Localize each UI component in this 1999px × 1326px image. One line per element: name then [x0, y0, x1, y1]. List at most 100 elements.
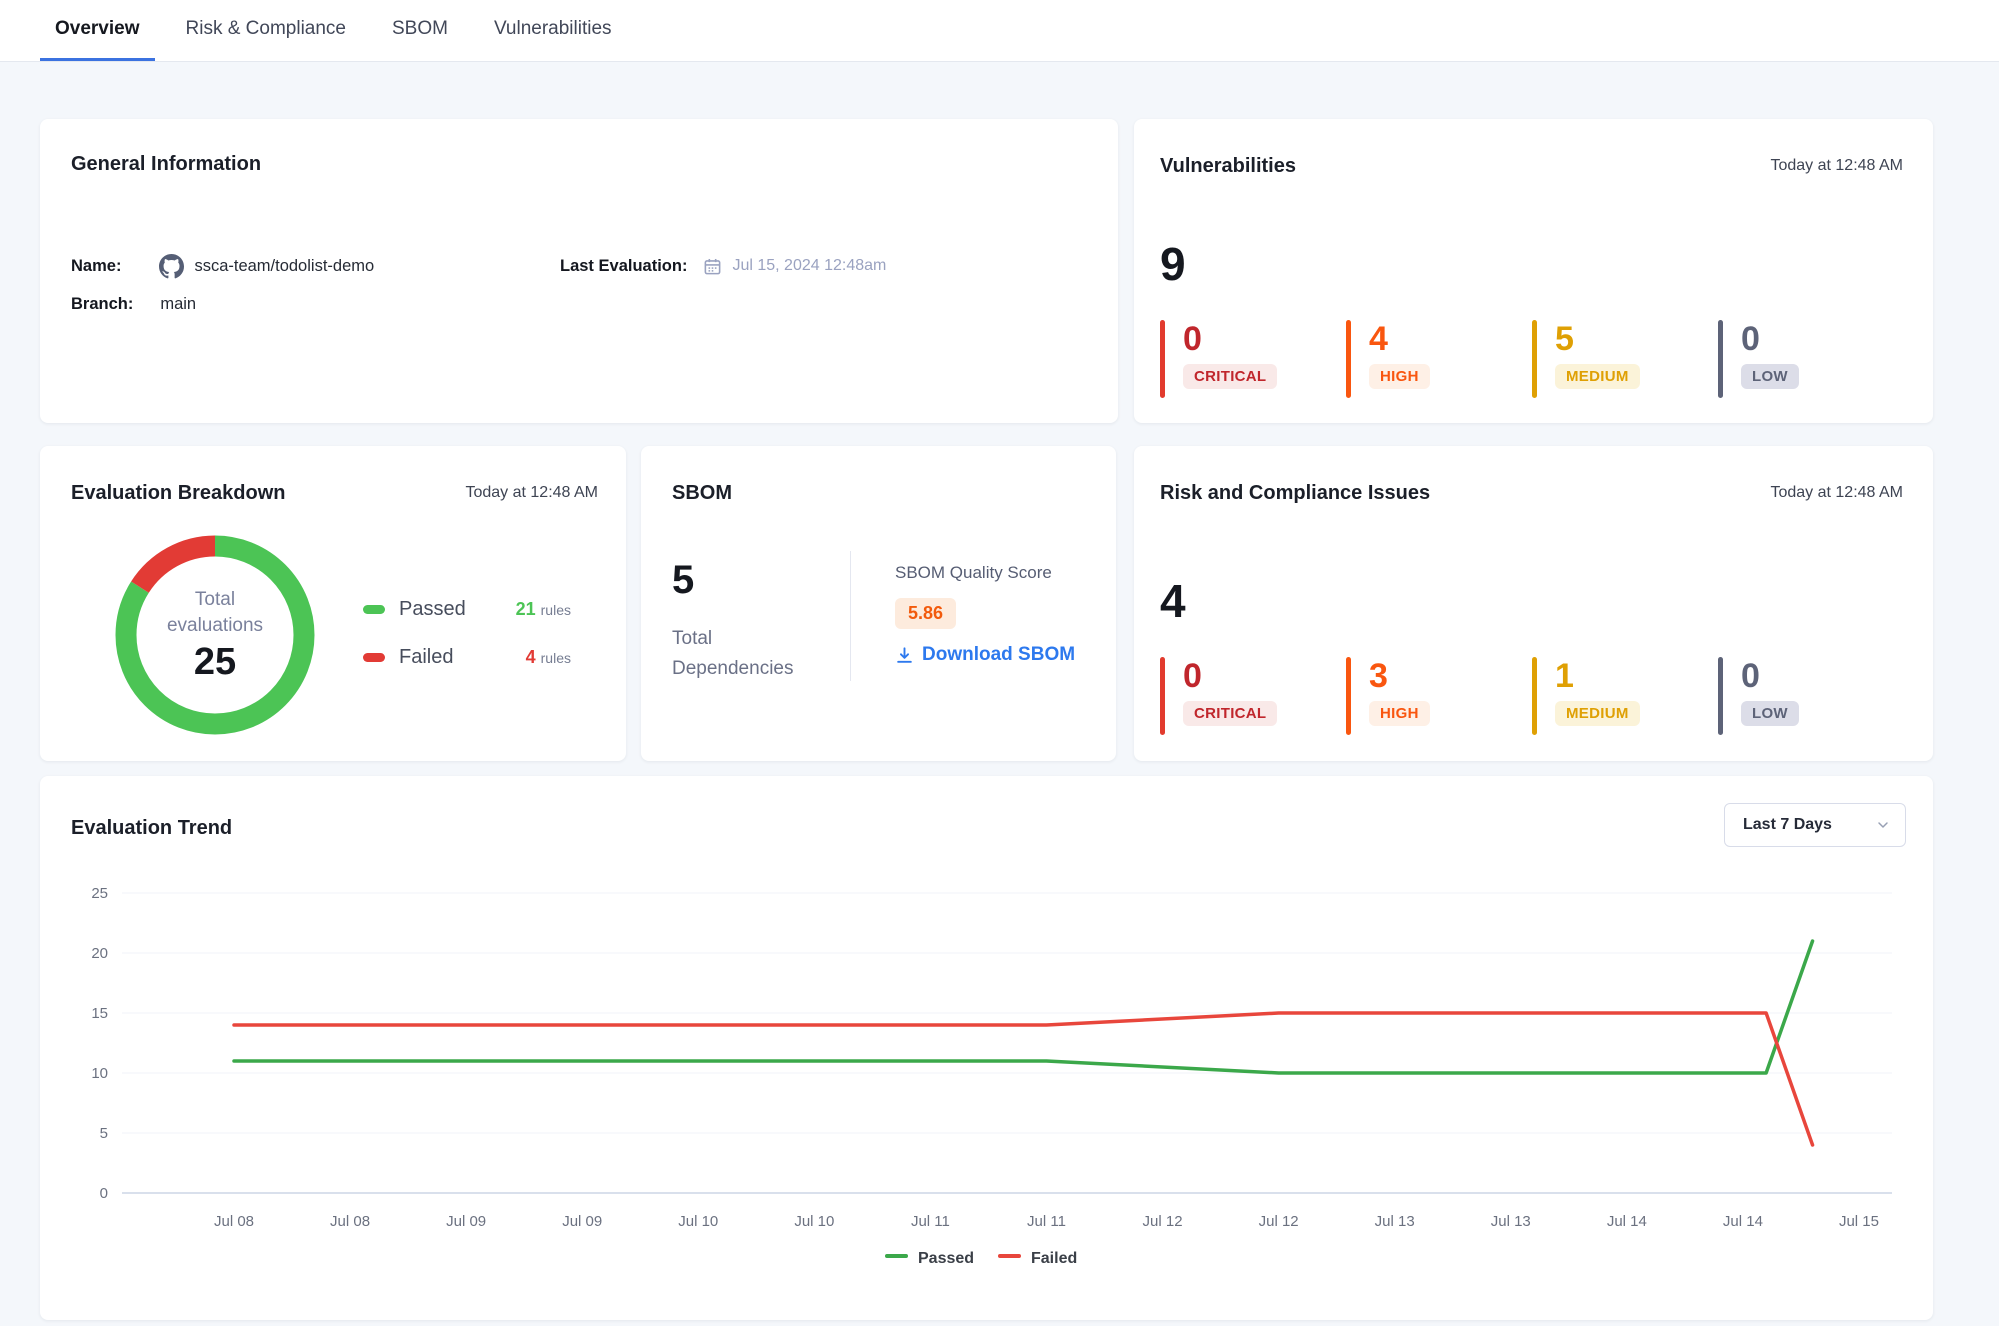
- severity-bar: [1718, 320, 1723, 398]
- severity-count: 0: [1183, 320, 1202, 358]
- sbom-quality-score-label: SBOM Quality Score: [895, 563, 1052, 583]
- severity-low: 0 LOW: [1718, 320, 1904, 398]
- branch-label: Branch:: [71, 295, 133, 314]
- donut-center-label: Total: [195, 587, 235, 613]
- severity-count: 4: [1369, 320, 1388, 358]
- failed-swatch: [363, 653, 385, 662]
- legend-item-failed: Failed 4 rules: [363, 646, 571, 669]
- repo-name: ssca-team/todolist-demo: [194, 257, 374, 276]
- name-label: Name:: [71, 257, 121, 276]
- severity-critical: 0 CRITICAL: [1160, 320, 1346, 398]
- severity-badge: LOW: [1741, 364, 1799, 389]
- svg-text:0: 0: [100, 1185, 108, 1202]
- severity-count: 1: [1555, 657, 1574, 695]
- branch-value: main: [160, 295, 196, 314]
- severity-badge: CRITICAL: [1183, 701, 1277, 726]
- svg-text:Jul 09: Jul 09: [446, 1213, 486, 1230]
- total-dependencies-label: Total Dependencies: [672, 624, 793, 684]
- passed-count: 21: [516, 599, 536, 620]
- download-sbom-link[interactable]: Download SBOM: [895, 644, 1075, 666]
- svg-text:Jul 11: Jul 11: [911, 1213, 950, 1230]
- passed-swatch: [363, 605, 385, 614]
- svg-text:25: 25: [91, 885, 108, 902]
- severity-bar: [1160, 657, 1165, 735]
- svg-text:10: 10: [91, 1065, 108, 1082]
- svg-text:Passed: Passed: [918, 1250, 974, 1267]
- tab-bar: Overview Risk & Compliance SBOM Vulnerab…: [0, 0, 1999, 62]
- severity-bar: [1346, 657, 1351, 735]
- severity-count: 5: [1555, 320, 1574, 358]
- svg-text:15: 15: [91, 1005, 108, 1022]
- vulnerabilities-card: Vulnerabilities Today at 12:48 AM 9 0 CR…: [1134, 119, 1933, 423]
- severity-bar: [1346, 320, 1351, 398]
- severity-high: 3 HIGH: [1346, 657, 1532, 733]
- sbom-quality-score-badge: 5.86: [895, 598, 956, 629]
- severity-badge: HIGH: [1369, 701, 1430, 726]
- github-icon: [159, 254, 184, 279]
- divider: [850, 551, 851, 681]
- svg-text:Jul 11: Jul 11: [1027, 1213, 1066, 1230]
- svg-text:Jul 08: Jul 08: [214, 1213, 254, 1230]
- severity-low: 0 LOW: [1718, 657, 1904, 733]
- evaluations-donut-chart: Total evaluations 25: [115, 535, 315, 735]
- severity-count: 3: [1369, 657, 1388, 695]
- sbom-card: SBOM 5 Total Dependencies SBOM Quality S…: [641, 446, 1116, 761]
- svg-text:Jul 14: Jul 14: [1723, 1213, 1763, 1230]
- svg-text:20: 20: [91, 945, 108, 962]
- svg-text:Jul 12: Jul 12: [1143, 1213, 1183, 1230]
- severity-critical: 0 CRITICAL: [1160, 657, 1346, 733]
- severity-high: 4 HIGH: [1346, 320, 1532, 398]
- severity-count: 0: [1741, 657, 1760, 695]
- failed-count: 4: [526, 647, 536, 668]
- svg-text:Failed: Failed: [1031, 1250, 1077, 1267]
- card-title: SBOM: [672, 482, 732, 505]
- svg-text:Jul 10: Jul 10: [794, 1213, 834, 1230]
- severity-badge: CRITICAL: [1183, 364, 1277, 389]
- calendar-icon: [703, 257, 722, 276]
- last-evaluation-label: Last Evaluation:: [560, 257, 687, 276]
- evaluation-trend-card: Evaluation Trend Last 7 Days 0510152025J…: [40, 776, 1933, 1320]
- svg-text:Jul 08: Jul 08: [330, 1213, 370, 1230]
- svg-text:Jul 10: Jul 10: [678, 1213, 718, 1230]
- tab-risk-compliance[interactable]: Risk & Compliance: [171, 0, 362, 61]
- risk-compliance-total: 4: [1160, 574, 1186, 628]
- svg-text:Jul 13: Jul 13: [1491, 1213, 1531, 1230]
- severity-bar: [1160, 320, 1165, 398]
- svg-text:Jul 14: Jul 14: [1607, 1213, 1647, 1230]
- svg-text:Jul 15: Jul 15: [1839, 1213, 1879, 1230]
- card-timestamp: Today at 12:48 AM: [1770, 157, 1903, 175]
- card-timestamp: Today at 12:48 AM: [1770, 484, 1903, 502]
- tab-sbom[interactable]: SBOM: [377, 0, 463, 61]
- card-title: Vulnerabilities: [1160, 155, 1296, 178]
- card-title: General Information: [71, 153, 261, 176]
- severity-badge: LOW: [1741, 701, 1799, 726]
- trend-chart: 0 5 10 15 20 25 Jul 08 Jul 08 Jul 09 Jul 09 Jul 10…: [40, 776, 1933, 1320]
- severity-badge: HIGH: [1369, 364, 1430, 389]
- svg-text:Jul 09: Jul 09: [562, 1213, 602, 1230]
- severity-count: 0: [1183, 657, 1202, 695]
- severity-row: 0 CRITICAL 4 HIGH 5 MEDIUM 0 LOW: [1160, 320, 1904, 398]
- severity-bar: [1532, 657, 1537, 735]
- severity-medium: 1 MEDIUM: [1532, 657, 1718, 733]
- severity-row: 0 CRITICAL 3 HIGH 1 MEDIUM 0 LOW: [1160, 657, 1904, 733]
- severity-badge: MEDIUM: [1555, 701, 1640, 726]
- tab-vulnerabilities[interactable]: Vulnerabilities: [479, 0, 627, 61]
- vulnerabilities-total: 9: [1160, 237, 1186, 291]
- download-icon: [895, 646, 914, 665]
- total-evaluations-value: 25: [194, 641, 236, 684]
- severity-medium: 5 MEDIUM: [1532, 320, 1718, 398]
- general-information-card: General Information Name: ssca-team/todo…: [40, 119, 1118, 423]
- svg-text:Jul 13: Jul 13: [1375, 1213, 1415, 1230]
- card-timestamp: Today at 12:48 AM: [465, 484, 598, 502]
- tab-overview[interactable]: Overview: [40, 0, 155, 61]
- card-title: Evaluation Breakdown: [71, 482, 286, 505]
- severity-badge: MEDIUM: [1555, 364, 1640, 389]
- last-evaluation-value: Jul 15, 2024 12:48am: [732, 257, 886, 275]
- legend-item-passed: Passed 21 rules: [363, 598, 571, 621]
- risk-compliance-card: Risk and Compliance Issues Today at 12:4…: [1134, 446, 1933, 761]
- svg-text:5: 5: [100, 1125, 108, 1142]
- svg-text:Jul 12: Jul 12: [1259, 1213, 1299, 1230]
- severity-count: 0: [1741, 320, 1760, 358]
- card-title: Risk and Compliance Issues: [1160, 482, 1430, 505]
- severity-bar: [1532, 320, 1537, 398]
